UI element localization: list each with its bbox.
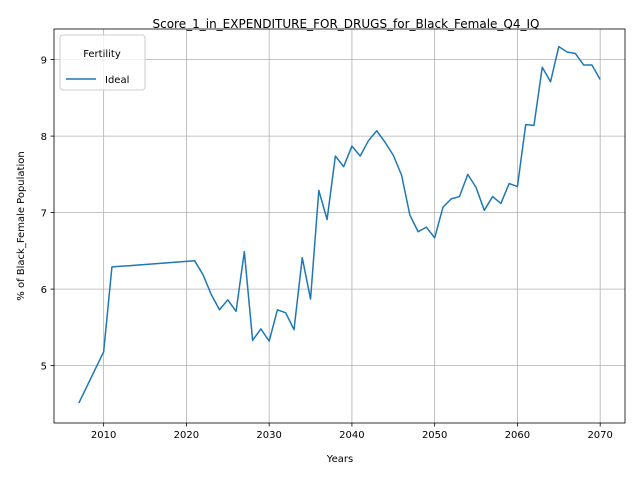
- x-tick-label: 2030: [256, 430, 281, 441]
- legend-label-ideal: Ideal: [105, 75, 129, 86]
- x-axis-label: Years: [326, 454, 353, 465]
- x-axis: 2010 2020 2030 2040 2050 2060 2070: [91, 423, 613, 441]
- legend-box: [59, 34, 146, 91]
- y-tick-label: 5: [41, 362, 47, 373]
- y-axis: 5 6 7 8 9: [41, 56, 54, 373]
- x-tick-label: 2020: [174, 430, 199, 441]
- legend-title: Fertility: [83, 49, 121, 60]
- x-tick-label: 2010: [91, 430, 116, 441]
- series-line-ideal: [78, 45, 601, 404]
- plot-frame: [53, 28, 626, 424]
- x-tick-label: 2070: [587, 430, 612, 441]
- y-tick-label: 7: [41, 209, 47, 220]
- x-tick-label: 2050: [422, 430, 447, 441]
- x-tick-label: 2040: [339, 430, 364, 441]
- y-tick-label: 8: [41, 132, 47, 143]
- grid: [54, 29, 625, 423]
- x-tick-label: 2060: [505, 430, 530, 441]
- y-axis-label: % of Black_Female Population: [16, 151, 27, 300]
- y-tick-label: 9: [41, 56, 47, 67]
- chart-title: Score_1_in_EXPENDITURE_FOR_DRUGS_for_Bla…: [153, 17, 540, 31]
- legend: Fertility Ideal: [59, 34, 146, 91]
- y-tick-label: 6: [41, 285, 47, 296]
